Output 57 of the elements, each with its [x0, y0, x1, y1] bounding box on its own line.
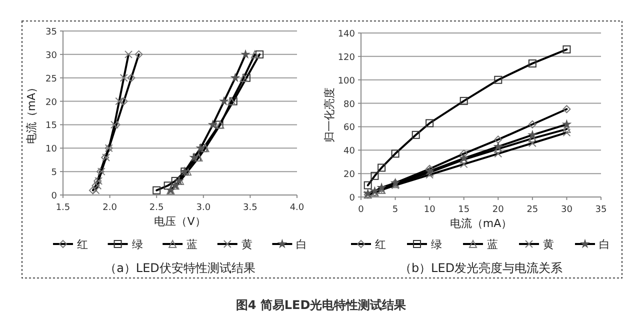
x-tick-label: 20 — [492, 205, 504, 215]
text: （a）LED伏安特性测试结果 — [104, 261, 256, 275]
y-tick-label: 60 — [344, 123, 356, 134]
x-axis-title: 电流（mA） — [450, 217, 512, 230]
legend-label: 黄 — [543, 238, 554, 251]
y-axis-title: 归一化亮度 — [323, 88, 336, 142]
y-tick-label: 140 — [338, 30, 356, 40]
y-tick-label: 20 — [46, 98, 58, 108]
legend-label: 绿 — [132, 238, 143, 251]
x-tick-label: 3.0 — [196, 203, 211, 213]
x-axis-title: 电压（V） — [154, 215, 206, 228]
legend-蓝: 蓝 — [463, 238, 498, 251]
y-tick-label: 0 — [51, 192, 58, 202]
legend-label: 蓝 — [186, 238, 198, 251]
legend-label: 红 — [77, 238, 88, 251]
x-tick-label: 30 — [560, 205, 573, 215]
x-tick-label: 1.5 — [56, 203, 70, 213]
y-tick-label: 15 — [46, 121, 57, 132]
legend-绿: 绿 — [407, 238, 442, 251]
legend-绿: 绿 — [108, 238, 143, 251]
y-tick-label: 35 — [46, 28, 57, 38]
x-tick-label: 25 — [526, 205, 538, 215]
x-tick-label: 4.0 — [290, 203, 304, 213]
legend-红: 红 — [351, 238, 386, 251]
legend-label: 白 — [296, 238, 308, 251]
y-tick-label: 25 — [46, 74, 57, 84]
legend-白: 白 — [575, 238, 610, 251]
legend-label: 蓝 — [487, 238, 498, 251]
legend-白: 白 — [272, 238, 308, 251]
x-tick-label: 2.5 — [149, 203, 164, 213]
y-axis-title: 电流（mA） — [25, 82, 38, 144]
y-tick-label: 5 — [51, 168, 57, 178]
legend-蓝: 蓝 — [162, 238, 198, 251]
legend-红: 红 — [53, 238, 88, 251]
x-tick-label: 5 — [392, 205, 398, 215]
y-tick-label: 10 — [46, 144, 58, 155]
y-tick-label: 80 — [344, 100, 356, 110]
legend-黄: 黄 — [519, 238, 554, 251]
legend-label: 白 — [599, 238, 610, 251]
y-tick-label: 40 — [344, 146, 356, 157]
y-tick-label: 20 — [344, 170, 356, 180]
y-tick-label: 120 — [338, 52, 356, 63]
y-tick-label: 0 — [349, 194, 356, 204]
x-tick-label: 0 — [358, 205, 364, 215]
x-tick-label: 3.5 — [243, 203, 258, 213]
x-tick-label: 15 — [458, 205, 470, 215]
x-tick-label: 35 — [595, 205, 607, 215]
legend-label: 黄 — [241, 238, 252, 251]
legend-label: 绿 — [431, 238, 442, 251]
x-tick-label: 10 — [424, 205, 436, 215]
caption: 图4 简易LED光电特性测试结果 — [236, 298, 408, 312]
legend-黄: 黄 — [217, 238, 252, 251]
y-tick-label: 100 — [338, 76, 356, 86]
x-tick-label: 2.0 — [102, 203, 118, 213]
text: （b）LED发光亮度与电流关系 — [399, 261, 563, 275]
y-tick-label: 30 — [46, 50, 58, 61]
legend-label: 红 — [375, 238, 386, 251]
